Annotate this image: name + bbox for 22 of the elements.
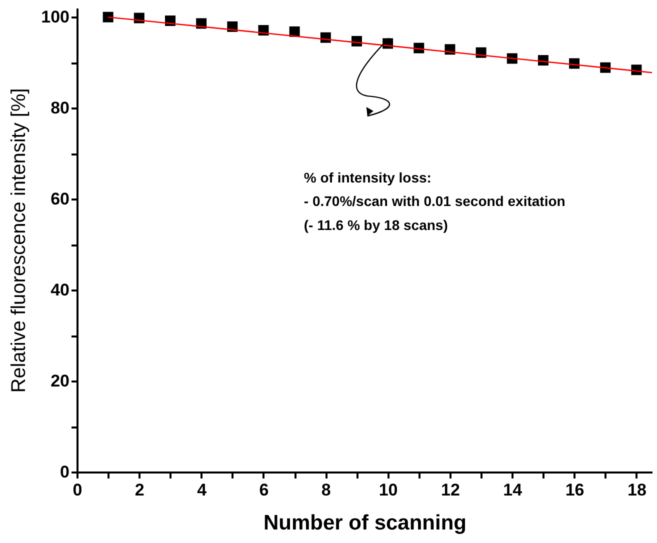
x-tick-label: 6 <box>259 480 269 500</box>
x-tick-label: 0 <box>72 480 82 500</box>
x-tick-label: 16 <box>565 480 584 500</box>
y-tick-label: 60 <box>50 190 70 209</box>
x-tick-label: 4 <box>197 480 208 500</box>
y-tick-label: 0 <box>60 462 70 482</box>
x-axis-title: Number of scanning <box>263 512 467 534</box>
y-tick-label: 80 <box>50 98 70 118</box>
y-tick-label: 100 <box>41 8 70 27</box>
x-tick-label: 8 <box>321 480 331 500</box>
y-tick-label: 20 <box>50 372 70 391</box>
x-tick-label: 18 <box>628 480 646 500</box>
annotation: (- 11.6 % by 18 scans) <box>304 216 448 233</box>
point <box>102 12 114 22</box>
y-tick-label: 40 <box>50 280 70 300</box>
x-tick-label: 2 <box>134 480 144 500</box>
annotation: - 0.70%/scan with 0.01 second exitation <box>304 193 566 210</box>
y-axis-title: Relative fluorescence intensity [%] <box>8 88 30 393</box>
x-tick-label: 12 <box>441 480 460 500</box>
x-tick-label: 10 <box>378 480 398 500</box>
x-tick-label: 14 <box>503 480 523 500</box>
annotation: % of intensity loss: <box>304 170 432 186</box>
